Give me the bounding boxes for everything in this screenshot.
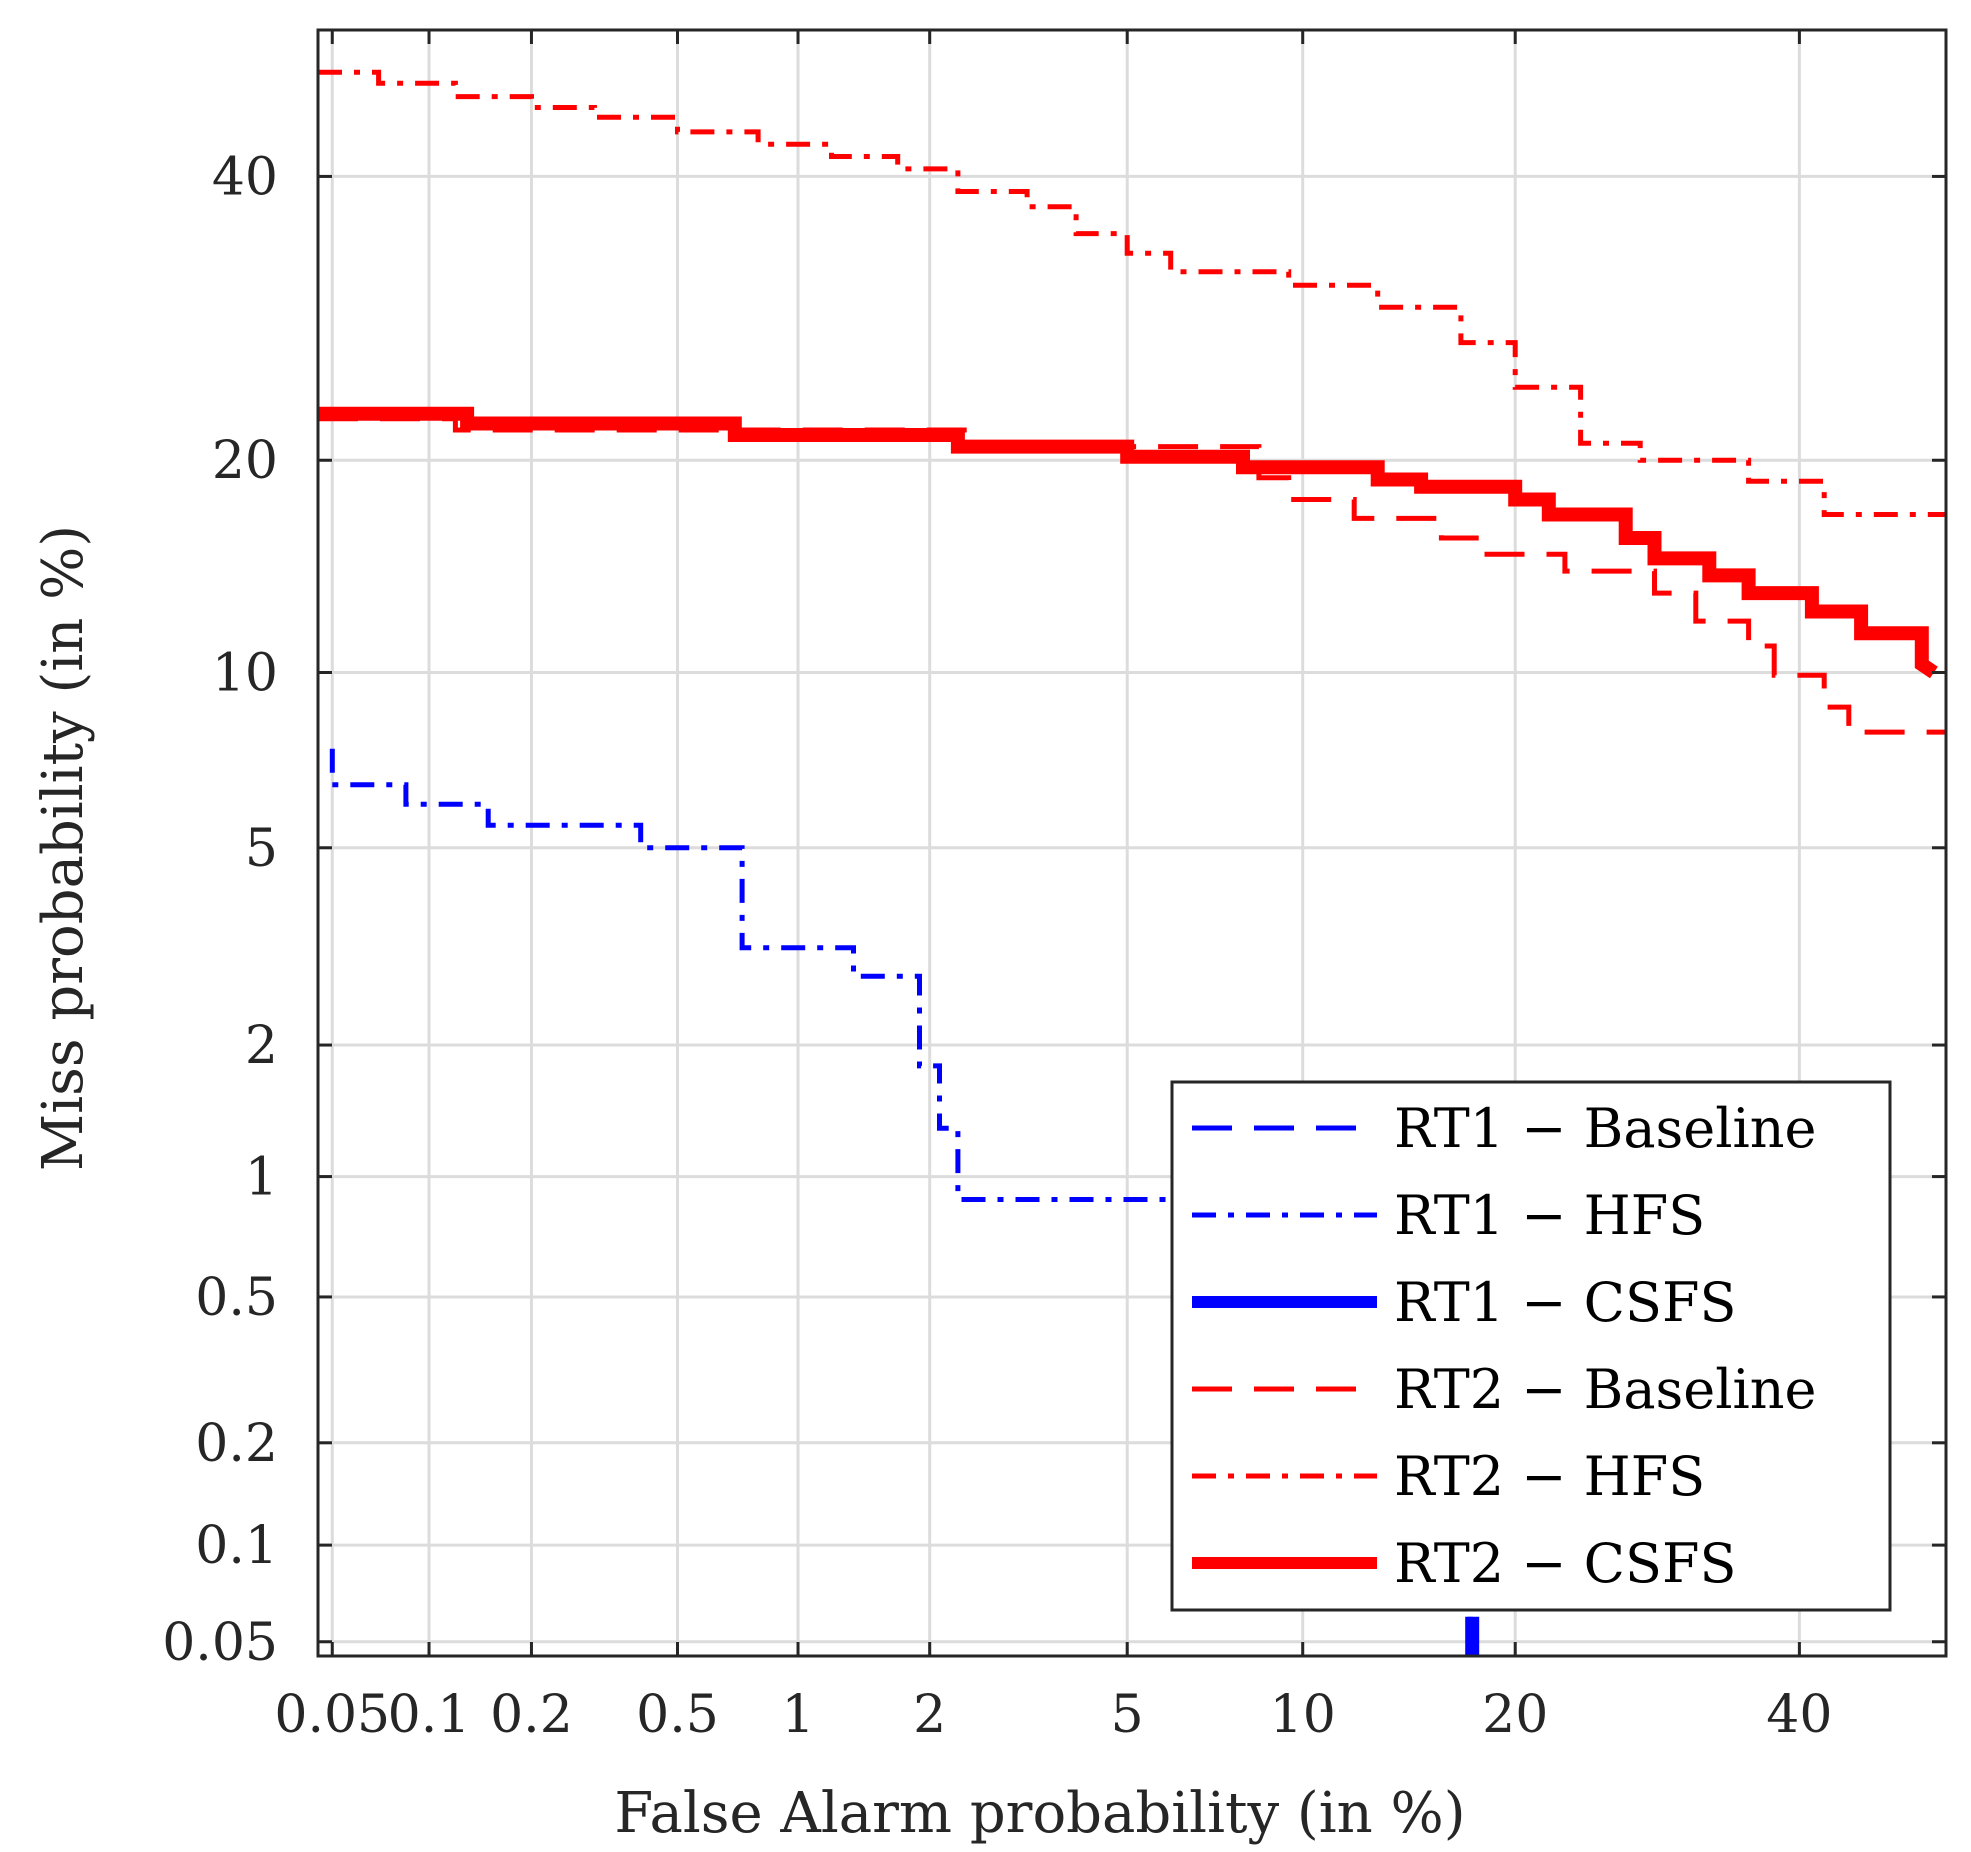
legend: RT1 − Baseline RT1 − HFS RT1 − CSFS RT2 − B… bbox=[1170, 1080, 1892, 1612]
x-tick-label: 0.1 bbox=[388, 1685, 471, 1745]
legend-box bbox=[1170, 1080, 1892, 1612]
y-tick-label: 40 bbox=[212, 147, 278, 207]
x-tick-label: 1 bbox=[781, 1685, 814, 1745]
y-tick-label: 0.05 bbox=[162, 1613, 278, 1673]
y-tick-label: 0.1 bbox=[195, 1516, 278, 1576]
y-tick-labels: 0.05 0.1 0.2 0.5 1 2 5 10 20 40 bbox=[162, 147, 278, 1672]
legend-label: RT2 − HFS bbox=[1394, 1445, 1705, 1508]
y-tick-label: 2 bbox=[245, 1016, 278, 1076]
x-tick-label: 0.2 bbox=[490, 1685, 573, 1745]
y-tick-label: 1 bbox=[245, 1148, 278, 1208]
legend-label: RT1 − Baseline bbox=[1394, 1097, 1816, 1160]
y-tick-label: 10 bbox=[212, 643, 278, 703]
legend-label: RT2 − Baseline bbox=[1394, 1358, 1816, 1421]
x-tick-label: 20 bbox=[1482, 1685, 1548, 1745]
series-line-rt2-hfs bbox=[318, 69, 1946, 517]
x-tick-label: 0.5 bbox=[636, 1685, 719, 1745]
x-tick-labels: 0.050.1 0.2 0.5 1 2 5 10 20 40 bbox=[274, 1685, 1832, 1745]
series-line-rt1-hfs bbox=[329, 748, 1275, 1202]
x-tick-label: 0.05 bbox=[274, 1685, 390, 1745]
legend-label: RT2 − CSFS bbox=[1394, 1532, 1736, 1595]
x-tick-label: 2 bbox=[913, 1685, 946, 1745]
x-tick-label: 10 bbox=[1270, 1685, 1336, 1745]
x-tick-label: 5 bbox=[1111, 1685, 1144, 1745]
y-tick-label: 5 bbox=[245, 819, 278, 879]
plot-frame bbox=[316, 28, 1948, 1658]
series-line-rt2-baseline bbox=[318, 416, 1946, 735]
y-tick-label: 0.2 bbox=[195, 1414, 278, 1474]
legend-label: RT1 − HFS bbox=[1394, 1184, 1705, 1247]
series-line-rt2-csfs bbox=[318, 406, 1938, 679]
x-axis-title: False Alarm probability (in %) bbox=[614, 1781, 1465, 1846]
axes bbox=[316, 28, 1948, 1658]
y-axis-title: Miss probability (in %) bbox=[31, 525, 96, 1171]
y-tick-label: 20 bbox=[212, 431, 278, 491]
legend-label: RT1 − CSFS bbox=[1394, 1271, 1736, 1334]
x-tick-label: 40 bbox=[1766, 1685, 1832, 1745]
plot-series bbox=[318, 69, 1946, 1656]
y-tick-label: 0.5 bbox=[195, 1268, 278, 1328]
